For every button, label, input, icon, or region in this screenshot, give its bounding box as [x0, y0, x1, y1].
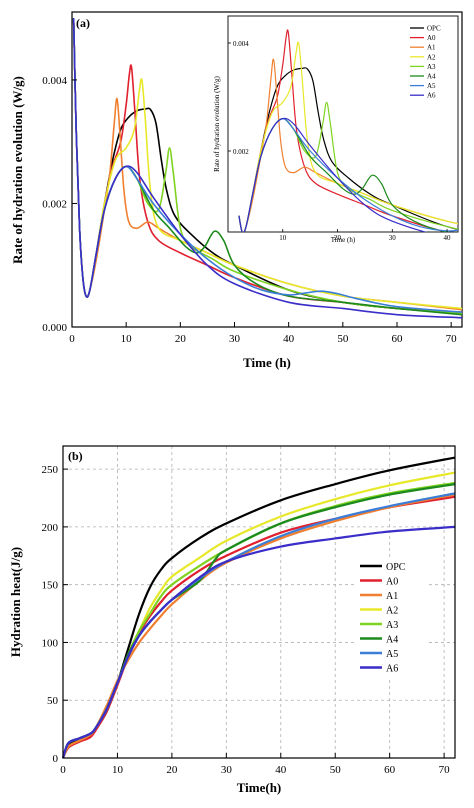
panel-a-y-tick-label: 0.002	[42, 198, 67, 210]
panel-b-legend-label-a6: A6	[386, 664, 398, 675]
panel-b-x-tick-label: 70	[439, 764, 451, 776]
inset-x-axis-label: Time (h)	[331, 236, 356, 244]
panel-b-y-tick-label: 200	[42, 522, 59, 534]
panel-b-legend: OPC A0 A1 A2 A3 A4 A5 A6	[356, 558, 426, 678]
panel-b-legend-label-a0: A0	[386, 577, 398, 588]
inset-legend-label-a6: A6	[427, 92, 436, 100]
panel-a-y-tick-label: 0.000	[42, 322, 67, 334]
panel-b-y-ticks: 0 50 100 150 200 250	[42, 464, 68, 765]
panel-a-x-ticks: 0 10 20 30 40 50 60 70	[69, 322, 457, 345]
panel-b-x-axis-label: Time(h)	[237, 780, 282, 795]
inset-x-tick-label: 20	[334, 234, 342, 242]
panel-b-legend-label-a3: A3	[386, 620, 398, 631]
panel-b-legend-label-a5: A5	[386, 649, 398, 660]
panel-b-x-tick-label: 20	[166, 764, 178, 776]
inset-legend-label-opc: OPC	[427, 25, 441, 33]
panel-a-y-tick-label: 0.004	[42, 75, 67, 87]
panel-b-frame	[62, 445, 456, 759]
inset-y-ticks: 0.002 0.004	[228, 40, 249, 156]
panel-a-x-tick-label: 40	[283, 333, 295, 345]
panel-b-x-tick-label: 60	[384, 764, 396, 776]
inset-legend-label-a4: A4	[427, 73, 436, 81]
inset-legend-label-a0: A0	[427, 34, 436, 42]
panel-a-rate-chart: 0 10 20 30 40 50 60 70 0.000 0.002 0.004 (a) Time…	[10, 11, 463, 370]
panel-b-legend-label-opc: OPC	[386, 562, 406, 573]
panel-b-x-tick-label: 10	[112, 764, 124, 776]
panel-a-y-axis-label: Rate of hydration evolution (W/g)	[10, 76, 25, 264]
panel-a-frame	[71, 11, 463, 328]
panel-b-series-a0	[62, 495, 456, 759]
inset-frame	[227, 15, 459, 233]
inset-legend-label-a3: A3	[427, 63, 436, 71]
inset-series-a6	[238, 117, 428, 232]
panel-b-x-tick-label: 30	[221, 764, 233, 776]
panel-b-y-axis-label: Hydration heat(J/g)	[8, 547, 23, 657]
panel-b-legend-label-a2: A2	[386, 606, 398, 617]
inset-y-tick-label: 0.004	[233, 40, 249, 48]
inset-series	[238, 29, 458, 232]
inset-y-tick-label: 0.002	[233, 148, 249, 156]
panel-a-x-tick-label: 0	[69, 333, 75, 345]
panel-b-y-tick-label: 150	[42, 580, 59, 592]
inset-x-tick-label: 30	[389, 234, 397, 242]
inset-y-axis-label: Rate of hydration evolution (W/g)	[213, 76, 221, 172]
panel-a-x-tick-label: 30	[229, 333, 241, 345]
inset-legend-label-a2: A2	[427, 53, 436, 61]
panel-b-series-a6	[61, 525, 456, 759]
inset-background	[228, 16, 458, 232]
panel-b-y-tick-label: 100	[42, 637, 59, 649]
panel-b-heat-chart: 0 10 20 30 40 50 60 70 0 50 100 150 200 250 (b) Time…	[8, 445, 456, 795]
panel-a-inset: 10 20 30 40 0.002 0.004 Time (h) Rate of hyd…	[213, 15, 459, 244]
inset-x-tick-label: 10	[279, 234, 287, 242]
panel-b-legend-label-a1: A1	[386, 591, 398, 602]
panel-a-label: (a)	[76, 16, 90, 30]
panel-a-x-tick-label: 20	[175, 333, 187, 345]
inset-x-tick-label: 40	[444, 234, 452, 242]
panel-a-y-ticks: 0.000 0.002 0.004	[42, 75, 77, 334]
panel-a-x-tick-label: 60	[392, 333, 404, 345]
panel-a-x-tick-label: 50	[337, 333, 349, 345]
panel-a-x-axis-label: Time (h)	[243, 355, 291, 370]
panel-b-x-tick-label: 50	[330, 764, 342, 776]
panel-b-x-tick-label: 40	[275, 764, 287, 776]
panel-b-series	[61, 456, 456, 759]
panel-a-series	[72, 18, 462, 319]
inset-legend-label-a5: A5	[427, 82, 436, 90]
panel-b-x-ticks: 0 10 20 30 40 50 60 70	[60, 753, 450, 776]
panel-b-y-tick-label: 250	[42, 464, 59, 476]
panel-b-label: (b)	[68, 449, 83, 463]
panel-a-x-tick-label: 10	[121, 333, 133, 345]
panel-b-y-tick-label: 0	[53, 753, 59, 765]
panel-a-x-tick-label: 70	[446, 333, 458, 345]
panel-b-x-tick-label: 0	[60, 764, 66, 776]
panel-b-y-tick-label: 50	[47, 695, 59, 707]
inset-x-ticks: 10 20 30 40	[279, 229, 451, 242]
panel-a-series-a6	[72, 18, 462, 319]
inset-legend-label-a1: A1	[427, 44, 436, 52]
panel-b-legend-background	[356, 558, 426, 678]
panel-b-legend-label-a4: A4	[386, 635, 398, 646]
